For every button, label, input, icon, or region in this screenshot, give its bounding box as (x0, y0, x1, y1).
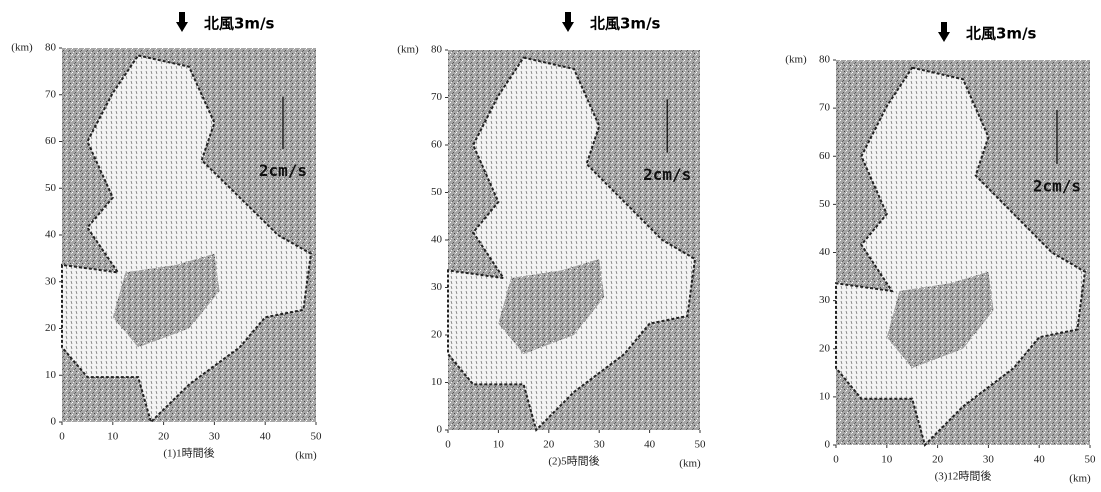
x-tick-label: 40 (260, 431, 272, 443)
x-tick-label: 50 (1085, 454, 1097, 466)
x-tick-label: 0 (59, 431, 65, 443)
caption: (3)12時間後 (935, 469, 992, 483)
wind-label: 北風3m/s (204, 15, 275, 33)
y-tick-label: 30 (431, 281, 443, 293)
y-tick-label: 70 (819, 102, 831, 114)
y-unit: (km) (397, 44, 419, 56)
y-tick-label: 40 (431, 234, 443, 246)
x-tick-label: 20 (158, 431, 170, 443)
y-tick-label: 0 (437, 424, 443, 436)
x-tick-label: 20 (932, 454, 944, 466)
wind-arrow (938, 22, 950, 42)
y-tick-label: 30 (819, 294, 831, 306)
wind-arrow (176, 12, 188, 32)
x-tick-label: 30 (983, 454, 995, 466)
y-tick-label: 40 (45, 229, 57, 241)
caption: (2)5時間後 (548, 454, 599, 468)
wind-label: 北風3m/s (966, 25, 1037, 43)
x-tick-label: 50 (695, 439, 707, 451)
x-tick-label: 40 (644, 439, 656, 451)
y-tick-label: 80 (45, 42, 57, 54)
wind-arrow (562, 12, 574, 32)
x-tick-label: 10 (107, 431, 119, 443)
y-tick-label: 80 (431, 44, 443, 56)
y-tick-label: 0 (51, 416, 57, 428)
y-tick-label: 70 (45, 88, 57, 100)
y-unit: (km) (785, 54, 807, 66)
x-tick-label: 40 (1034, 454, 1046, 466)
y-tick-label: 50 (819, 198, 831, 210)
y-tick-label: 20 (431, 329, 443, 341)
y-tick-label: 0 (825, 439, 831, 451)
figure: 0 10 20 30 40 50 60 70 80 0 10 20 30 40 50 (km) (km) (1)1… (0, 0, 1101, 492)
y-tick-label: 70 (431, 91, 443, 103)
y-tick-label: 20 (45, 322, 57, 334)
x-tick-label: 10 (881, 454, 893, 466)
y-tick-label: 60 (431, 139, 443, 151)
caption: (1)1時間後 (163, 446, 214, 460)
y-tick-label: 80 (819, 54, 831, 66)
y-tick-label: 40 (819, 246, 831, 258)
x-unit: (km) (679, 458, 701, 470)
x-unit: (km) (1069, 473, 1091, 485)
y-tick-label: 20 (819, 342, 831, 354)
y-tick-label: 10 (45, 369, 57, 381)
scale-label: 2cm/s (1033, 177, 1081, 196)
y-tick-label: 50 (45, 182, 57, 194)
y-unit: (km) (11, 42, 33, 54)
x-tick-label: 30 (209, 431, 221, 443)
y-tick-label: 50 (431, 186, 443, 198)
y-tick-label: 60 (45, 135, 57, 147)
y-tick-label: 30 (45, 275, 57, 287)
x-tick-label: 10 (493, 439, 505, 451)
y-tick-label: 10 (431, 376, 443, 388)
x-tick-label: 30 (594, 439, 606, 451)
x-tick-label: 0 (833, 454, 839, 466)
scale-label: 2cm/s (643, 165, 691, 184)
scale-label: 2cm/s (259, 161, 307, 180)
wind-label: 北風3m/s (590, 15, 661, 33)
x-tick-label: 20 (543, 439, 555, 451)
x-tick-label: 50 (311, 431, 323, 443)
y-tick-label: 60 (819, 150, 831, 162)
x-unit: (km) (295, 450, 317, 462)
y-tick-label: 10 (819, 390, 831, 402)
x-tick-label: 0 (445, 439, 451, 451)
